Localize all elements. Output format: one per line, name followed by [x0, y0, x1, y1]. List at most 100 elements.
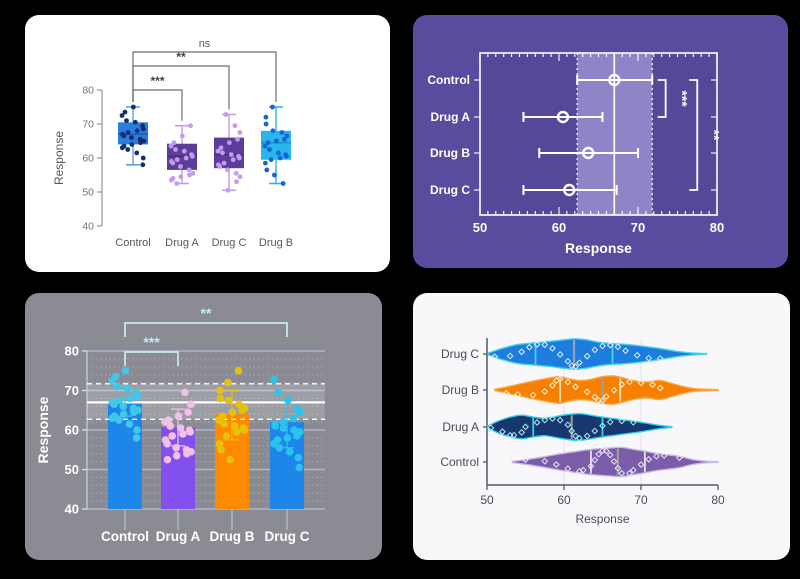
data-point	[140, 123, 145, 129]
significance-bracket-starstarstar: ***	[132, 74, 183, 121]
data-point	[110, 412, 119, 420]
data-point	[284, 133, 290, 139]
x-category-label: Drug A	[156, 529, 201, 544]
violin-control	[511, 446, 719, 478]
data-point	[161, 436, 170, 444]
scatter-control	[108, 366, 142, 442]
data-point	[234, 179, 239, 185]
data-point	[172, 451, 181, 460]
data-point	[190, 170, 196, 176]
bracket-line	[132, 89, 183, 121]
bracket-line	[132, 65, 230, 110]
data-point	[265, 140, 271, 146]
data-point	[224, 396, 233, 405]
scatter-drug-c	[270, 375, 304, 472]
data-point	[166, 422, 175, 430]
data-point	[289, 414, 298, 422]
data-point	[263, 114, 269, 120]
data-point-diamond	[575, 434, 583, 442]
data-point	[220, 150, 225, 156]
data-point-diamond	[649, 381, 656, 389]
data-point	[168, 159, 174, 164]
data-point-diamond	[595, 450, 603, 458]
data-point	[170, 176, 176, 181]
data-point-diamond	[549, 382, 556, 389]
x-tick-label: 60	[552, 220, 566, 235]
data-point-diamond	[656, 355, 664, 362]
data-point-diamond	[656, 384, 664, 392]
data-point-diamond	[626, 469, 633, 477]
data-point	[125, 130, 131, 135]
data-point-diamond	[602, 447, 610, 455]
data-point	[218, 145, 224, 151]
svg-text:60: 60	[65, 423, 79, 438]
data-point-diamond	[618, 417, 626, 425]
x-tick-label: 50	[473, 220, 487, 235]
data-point	[129, 135, 134, 140]
data-point	[235, 400, 243, 409]
data-point-diamond	[529, 391, 537, 399]
data-point-diamond	[541, 457, 549, 465]
data-point	[280, 181, 286, 186]
data-point-diamond	[583, 388, 591, 396]
data-point-diamond	[510, 431, 518, 439]
data-point	[218, 412, 227, 420]
data-point	[173, 147, 178, 152]
data-point	[293, 404, 302, 413]
data-point	[233, 428, 241, 436]
svg-text:80: 80	[82, 85, 94, 97]
interval-drug-b	[538, 146, 639, 160]
data-point	[121, 143, 127, 149]
data-point	[108, 398, 117, 407]
box-group-control	[118, 104, 148, 168]
svg-text:60: 60	[82, 153, 94, 165]
data-point	[140, 155, 146, 161]
data-point	[133, 426, 141, 434]
data-point-diamond	[618, 381, 626, 388]
data-point-diamond	[564, 465, 572, 473]
mean-marker	[608, 73, 621, 87]
x-category-label: Control	[101, 529, 149, 544]
data-point	[179, 430, 187, 438]
data-point-diamond	[556, 351, 564, 358]
data-point-diamond	[522, 423, 529, 431]
data-point-diamond	[652, 452, 660, 460]
box-chart: 40 50 60 70 80 Response Control Drug A Drug C Dru…	[52, 38, 293, 249]
data-point	[182, 445, 191, 454]
data-point-diamond	[575, 359, 583, 367]
box-group-drug-b	[261, 104, 291, 186]
box-group-drug-a	[167, 123, 197, 186]
svg-text:50: 50	[82, 187, 94, 199]
data-point-diamond	[591, 346, 599, 354]
data-point	[123, 384, 132, 393]
data-point	[171, 140, 177, 146]
svg-text:60: 60	[557, 493, 571, 507]
data-point-diamond	[629, 418, 637, 426]
data-point	[179, 133, 185, 139]
significance-label: ***	[143, 334, 160, 350]
x-category-label: Drug C	[265, 529, 310, 544]
y-axis-label: Response	[35, 396, 51, 463]
data-point	[126, 394, 134, 403]
data-point-diamond	[606, 418, 614, 426]
data-point-diamond	[660, 452, 668, 459]
data-point	[119, 113, 125, 118]
data-point	[290, 426, 298, 434]
data-point-diamond	[572, 363, 579, 371]
data-point	[230, 422, 239, 430]
svg-text:40: 40	[65, 502, 79, 517]
mean-marker	[556, 110, 570, 124]
data-point	[296, 428, 304, 436]
data-point	[262, 143, 268, 149]
interval-chart: Control Drug A Drug B Drug C 50 60 70 80 Respons…	[427, 52, 724, 256]
data-point-diamond	[606, 451, 614, 459]
x-category-label: Control	[115, 237, 150, 249]
data-point-diamond	[549, 344, 556, 352]
significance-label: ***	[675, 90, 691, 107]
data-point-diamond	[602, 393, 610, 400]
data-point	[168, 432, 177, 440]
mean-marker	[582, 146, 595, 160]
x-category-label: Drug B	[259, 237, 293, 249]
y-axis-label: Response	[52, 131, 66, 185]
data-point	[181, 148, 187, 154]
